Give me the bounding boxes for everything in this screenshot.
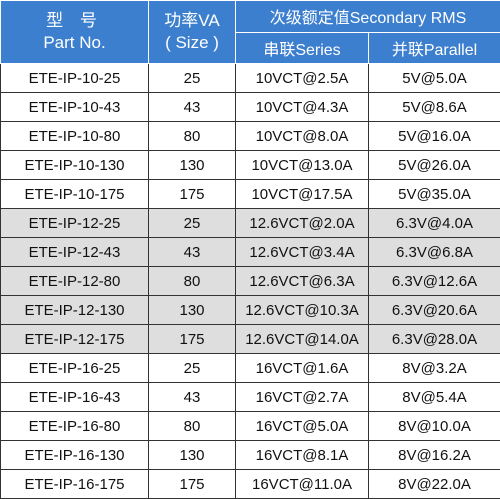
cell-parallel-rating: 8V@3.2A (369, 354, 500, 383)
cell-part-number: ETE-IP-10-25 (1, 64, 149, 93)
cell-power-va: 43 (149, 383, 236, 412)
cell-series-rating: 10VCT@2.5A (236, 64, 369, 93)
cell-part-number: ETE-IP-10-80 (1, 122, 149, 151)
cell-part-number: ETE-IP-16-130 (1, 441, 149, 470)
cell-power-va: 175 (149, 325, 236, 354)
header-power-en: ( Size ) (149, 32, 235, 54)
cell-parallel-rating: 8V@16.2A (369, 441, 500, 470)
cell-series-rating: 16VCT@11.0A (236, 470, 369, 499)
cell-power-va: 130 (149, 441, 236, 470)
cell-parallel-rating: 8V@10.0A (369, 412, 500, 441)
cell-series-rating: 12.6VCT@10.3A (236, 296, 369, 325)
table-header: 型 号 Part No. 功率VA ( Size ) 次级额定值Secondar… (1, 1, 500, 64)
cell-part-number: ETE-IP-12-25 (1, 209, 149, 238)
spec-table-container: 型 号 Part No. 功率VA ( Size ) 次级额定值Secondar… (0, 0, 500, 481)
cell-parallel-rating: 6.3V@20.6A (369, 296, 500, 325)
cell-power-va: 25 (149, 64, 236, 93)
cell-part-number: ETE-IP-12-175 (1, 325, 149, 354)
cell-power-va: 175 (149, 470, 236, 499)
header-model-cn: 型 号 (1, 10, 148, 32)
cell-parallel-rating: 5V@8.6A (369, 93, 500, 122)
cell-parallel-rating: 8V@22.0A (369, 470, 500, 499)
cell-part-number: ETE-IP-10-130 (1, 151, 149, 180)
cell-power-va: 25 (149, 209, 236, 238)
cell-series-rating: 12.6VCT@14.0A (236, 325, 369, 354)
cell-power-va: 43 (149, 93, 236, 122)
cell-parallel-rating: 6.3V@28.0A (369, 325, 500, 354)
header-model-en: Part No. (1, 32, 148, 54)
cell-power-va: 80 (149, 122, 236, 151)
cell-part-number: ETE-IP-16-43 (1, 383, 149, 412)
header-secondary-rms: 次级额定值Secondary RMS (236, 1, 500, 33)
cell-series-rating: 10VCT@4.3A (236, 93, 369, 122)
cell-series-rating: 12.6VCT@3.4A (236, 238, 369, 267)
cell-power-va: 130 (149, 151, 236, 180)
cell-power-va: 80 (149, 267, 236, 296)
cell-parallel-rating: 5V@5.0A (369, 64, 500, 93)
header-power: 功率VA ( Size ) (149, 1, 236, 64)
cell-power-va: 25 (149, 354, 236, 383)
header-series: 串联Series (236, 32, 369, 64)
cell-parallel-rating: 6.3V@4.0A (369, 209, 500, 238)
cell-part-number: ETE-IP-12-80 (1, 267, 149, 296)
cell-power-va: 80 (149, 412, 236, 441)
cell-parallel-rating: 5V@16.0A (369, 122, 500, 151)
cell-part-number: ETE-IP-16-80 (1, 412, 149, 441)
cell-part-number: ETE-IP-12-43 (1, 238, 149, 267)
cell-series-rating: 12.6VCT@2.0A (236, 209, 369, 238)
cell-part-number: ETE-IP-12-130 (1, 296, 149, 325)
cell-series-rating: 16VCT@5.0A (236, 412, 369, 441)
header-part-number: 型 号 Part No. (1, 1, 149, 64)
cell-series-rating: 10VCT@8.0A (236, 122, 369, 151)
cell-parallel-rating: 5V@35.0A (369, 180, 500, 209)
cell-power-va: 130 (149, 296, 236, 325)
cell-part-number: ETE-IP-10-43 (1, 93, 149, 122)
cell-series-rating: 12.6VCT@6.3A (236, 267, 369, 296)
cell-power-va: 175 (149, 180, 236, 209)
cell-series-rating: 10VCT@17.5A (236, 180, 369, 209)
cell-power-va: 43 (149, 238, 236, 267)
cell-parallel-rating: 6.3V@12.6A (369, 267, 500, 296)
cell-parallel-rating: 5V@26.0A (369, 151, 500, 180)
cell-part-number: ETE-IP-10-175 (1, 180, 149, 209)
header-parallel: 并联Parallel (369, 32, 500, 64)
header-power-cn: 功率VA (149, 10, 235, 32)
cell-part-number: ETE-IP-16-175 (1, 470, 149, 499)
cell-part-number: ETE-IP-16-25 (1, 354, 149, 383)
cell-parallel-rating: 6.3V@6.8A (369, 238, 500, 267)
cell-series-rating: 16VCT@2.7A (236, 383, 369, 412)
cell-series-rating: 10VCT@13.0A (236, 151, 369, 180)
cell-parallel-rating: 8V@5.4A (369, 383, 500, 412)
cell-series-rating: 16VCT@1.6A (236, 354, 369, 383)
cell-series-rating: 16VCT@8.1A (236, 441, 369, 470)
